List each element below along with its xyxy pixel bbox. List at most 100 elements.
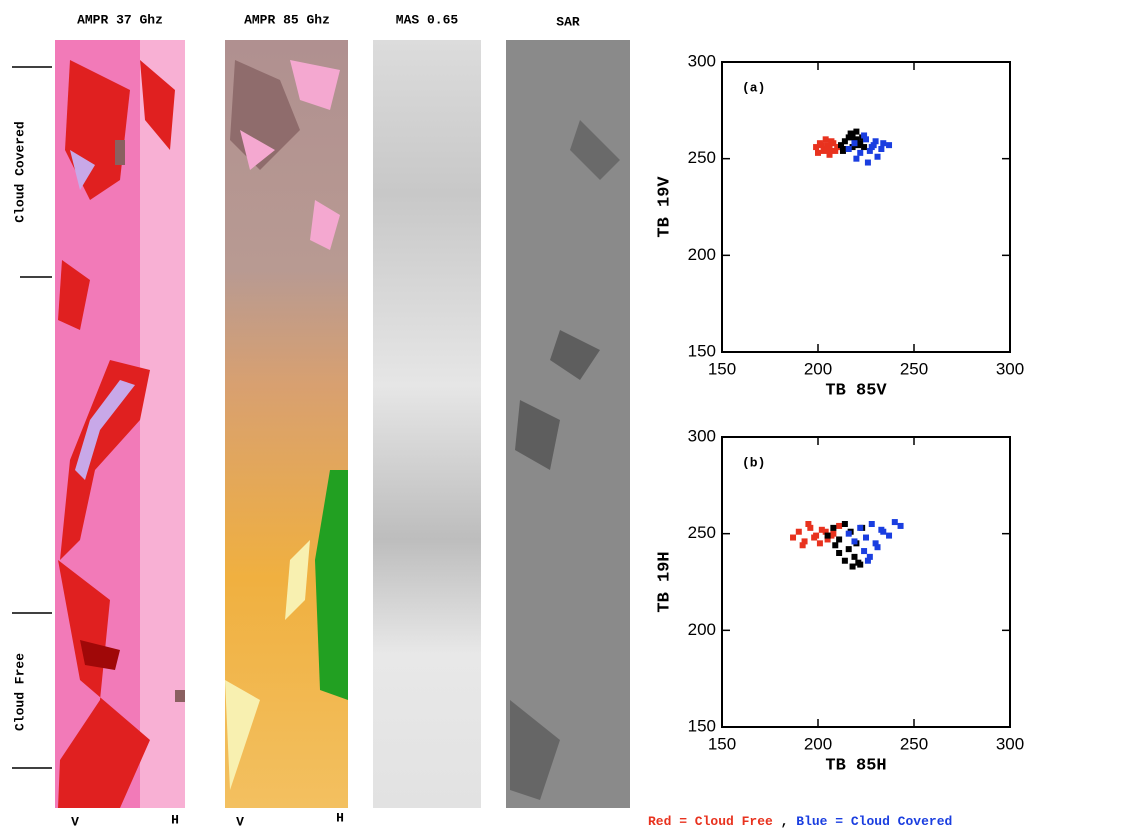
scatter-point xyxy=(880,140,887,147)
scatter-point xyxy=(851,140,858,147)
scatter-point xyxy=(807,524,814,531)
scatter-point xyxy=(897,522,904,529)
scatter-point xyxy=(790,534,797,541)
channel-label: H xyxy=(171,812,179,827)
plot-frame xyxy=(721,436,1011,728)
scatter-point xyxy=(866,147,873,154)
scatter-point xyxy=(857,149,864,156)
scatter-point xyxy=(841,138,848,145)
ampr85-image xyxy=(225,40,348,808)
y-axis-title: TB 19V xyxy=(655,176,674,238)
scatter-point xyxy=(849,563,856,570)
scatter-point xyxy=(834,144,841,151)
scatter-point xyxy=(826,151,833,158)
scatter-point xyxy=(818,526,825,533)
scatter-point xyxy=(841,521,848,527)
scatter-point xyxy=(836,536,843,543)
scatter-point xyxy=(857,524,864,531)
y-tick-label: 300 xyxy=(688,426,716,445)
x-tick-label: 300 xyxy=(996,734,1024,753)
scatter-point xyxy=(853,155,860,162)
y-tick-label: 250 xyxy=(688,148,716,167)
scatter-point xyxy=(836,522,843,529)
x-tick-label: 200 xyxy=(804,734,832,753)
panel-label: (a) xyxy=(742,80,765,95)
scatter-point xyxy=(864,159,871,166)
scatter-point xyxy=(878,146,885,152)
scatter-point xyxy=(824,536,831,543)
panel-title: MAS 0.65 xyxy=(396,12,459,27)
scatter-point xyxy=(849,144,856,151)
scatter-point xyxy=(847,130,854,137)
scatter-point xyxy=(861,132,868,139)
scatter-point xyxy=(874,544,881,551)
scatter-point xyxy=(799,542,806,549)
scatter-point xyxy=(870,142,877,149)
scatter-point xyxy=(824,142,831,149)
scatter-point xyxy=(811,534,818,541)
scatter-point xyxy=(813,144,820,151)
x-axis-title: TB 85V xyxy=(825,381,887,400)
scatter-point xyxy=(851,538,858,545)
scatter-point xyxy=(886,532,893,539)
panel-title: SAR xyxy=(556,14,580,29)
scatter-point xyxy=(839,147,846,154)
scatter-point xyxy=(891,519,898,526)
scatter-point xyxy=(845,546,852,553)
plot-frame xyxy=(721,61,1011,353)
y-tick-label: 200 xyxy=(688,245,716,264)
scatter-point xyxy=(886,142,893,149)
scatter-point xyxy=(815,149,821,156)
x-tick-label: 150 xyxy=(708,359,736,378)
scatter-point xyxy=(874,153,881,160)
scatter-point xyxy=(861,144,868,151)
x-tick-label: 250 xyxy=(900,734,928,753)
sar-image xyxy=(506,40,630,808)
scatter-point xyxy=(820,147,827,154)
x-tick-label: 300 xyxy=(996,359,1024,378)
y-tick-label: 250 xyxy=(688,523,716,542)
scatter-point xyxy=(841,557,848,564)
scatter-point xyxy=(868,521,875,527)
x-axis-title: TB 85H xyxy=(825,756,886,775)
scatter-point xyxy=(872,138,879,145)
scatter-point xyxy=(828,532,835,539)
scatter-point xyxy=(816,540,823,547)
channel-label: H xyxy=(336,810,344,825)
scatter-point xyxy=(830,140,837,147)
y-tick-label: 150 xyxy=(688,716,716,735)
x-tick-label: 200 xyxy=(804,359,832,378)
scatter-point xyxy=(830,524,837,531)
side-label: Cloud Free xyxy=(12,653,27,731)
scatter-point xyxy=(845,530,852,537)
panel-label: (b) xyxy=(742,455,765,470)
legend: Red = Cloud Free , Blue = Cloud Covered xyxy=(648,814,952,829)
scatter-point xyxy=(878,526,885,533)
scatter-point xyxy=(864,557,871,564)
panel-title: AMPR 37 Ghz xyxy=(77,12,163,27)
scatter-point xyxy=(795,528,802,535)
x-tick-label: 250 xyxy=(900,359,928,378)
scatter-point xyxy=(832,147,839,154)
scatter-point xyxy=(818,142,825,149)
scatter-point xyxy=(822,136,829,143)
y-tick-label: 150 xyxy=(688,341,716,360)
scatter-point xyxy=(866,553,873,560)
scatter-point xyxy=(805,521,812,527)
scatter-point xyxy=(826,146,833,152)
channel-label: V xyxy=(236,814,244,829)
legend-separator: , xyxy=(781,814,789,829)
legend-item: Blue = Cloud Covered xyxy=(796,814,952,829)
scatter-point xyxy=(855,142,862,149)
scatter-point xyxy=(851,553,858,560)
scatter-point xyxy=(845,134,852,141)
scatter-point xyxy=(863,136,869,143)
scatter-point xyxy=(857,561,864,568)
y-axis-title: TB 19H xyxy=(655,551,674,612)
side-brackets xyxy=(12,66,52,769)
scatter-point xyxy=(822,528,829,535)
panel-title: AMPR 85 Ghz xyxy=(244,12,330,27)
scatter-point xyxy=(872,540,879,547)
scatter-point xyxy=(836,550,843,556)
